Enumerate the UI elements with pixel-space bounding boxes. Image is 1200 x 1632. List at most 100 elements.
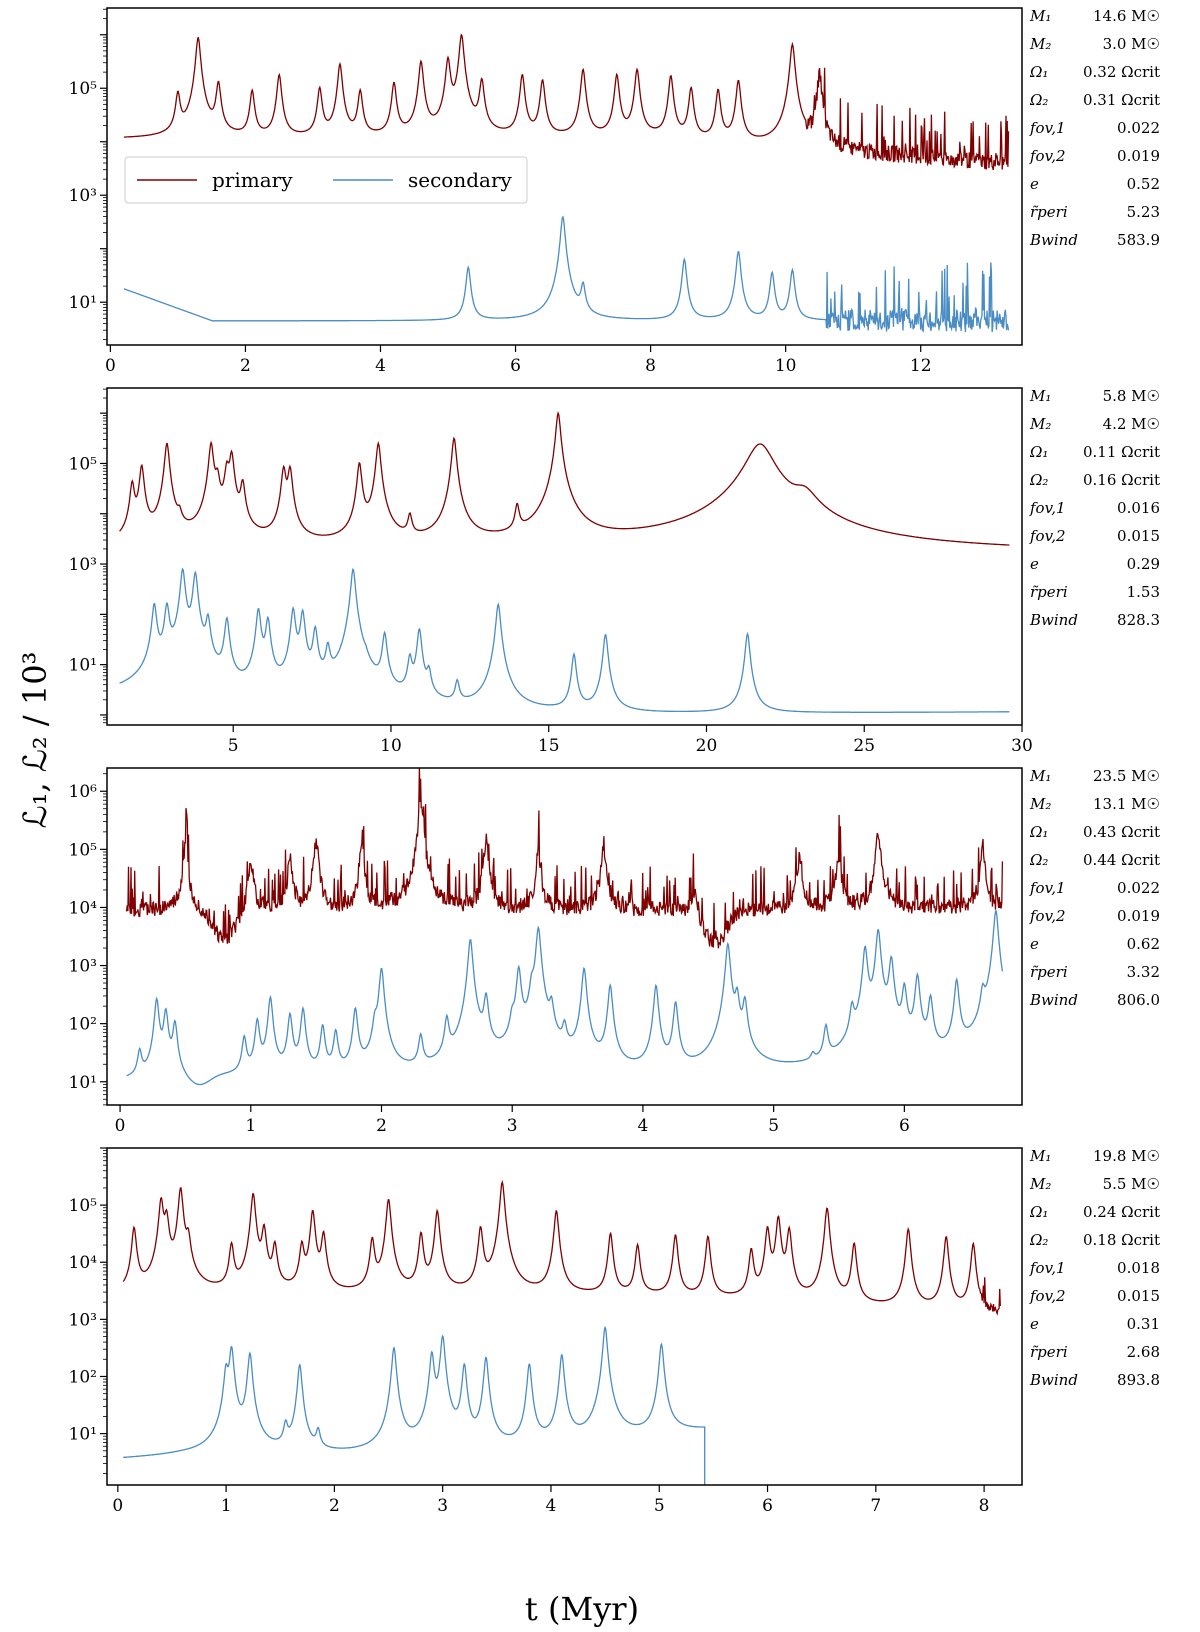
param-value: 583.9 [1117, 231, 1160, 249]
x-tick-label: 1 [245, 1116, 256, 1136]
x-tick-label: 4 [638, 1116, 649, 1136]
x-tick-label: 5 [654, 1496, 665, 1516]
param-value: 19.8 M☉ [1093, 1147, 1160, 1165]
y-tick-label: 10² [69, 1367, 97, 1387]
y-tick-label: 10³ [69, 1310, 97, 1330]
y-tick-label: 10⁵ [69, 79, 98, 99]
plot-frame [106, 7, 1023, 346]
param-name: fov,1 [1029, 499, 1066, 517]
param-value: 5.23 [1127, 203, 1160, 221]
param-value: 4.2 M☉ [1103, 415, 1160, 433]
y-tick-label: 10⁵ [69, 1196, 98, 1216]
y-axis-title: ℒ₁, ℒ₂ / 10³ [16, 652, 54, 829]
y-tick-label: 10¹ [69, 1425, 97, 1445]
param-name: fov,2 [1029, 147, 1066, 165]
param-name: M₁ [1029, 767, 1051, 785]
param-value: 0.16 Ωcrit [1083, 471, 1160, 489]
param-name: Ω₂ [1029, 851, 1048, 869]
param-name: Ω₁ [1029, 1203, 1048, 1221]
y-tick-label: 10⁴ [69, 1253, 98, 1273]
param-name: fov,2 [1029, 1287, 1066, 1305]
param-name: M₂ [1029, 1175, 1051, 1193]
param-name: M₁ [1029, 7, 1051, 25]
panel-1: 0 2 4 6 8 10 12 10¹ 10³ 10⁵ M₁ 14.6 M☉ M₂ 3.0 M☉ Ω₁ 0.3… [69, 7, 1160, 376]
param-name: Ω₂ [1029, 91, 1048, 109]
legend-secondary-label: secondary [408, 168, 513, 192]
param-value: 0.62 [1127, 935, 1160, 953]
param-value: 0.022 [1117, 119, 1160, 137]
legend-box [124, 156, 528, 204]
param-value: 5.5 M☉ [1103, 1175, 1160, 1193]
x-tick-label: 12 [910, 356, 932, 376]
param-name: e [1030, 175, 1039, 193]
param-value: 5.8 M☉ [1103, 387, 1160, 405]
param-value: 0.019 [1117, 147, 1160, 165]
x-tick-label: 7 [870, 1496, 881, 1516]
x-tick-label: 15 [538, 736, 560, 756]
y-tick-label: 10⁵ [69, 840, 98, 860]
param-name: M₁ [1029, 1147, 1051, 1165]
x-tick-label: 3 [437, 1496, 448, 1516]
y-tick-label: 10¹ [69, 656, 97, 676]
param-value: 0.015 [1117, 527, 1160, 545]
panel-4: 0 1 2 3 4 5 6 7 8 10¹ 10² 10³ 10⁴ 10⁵ M₁ 19.8 M☉ M₂ 5.5 M… [69, 1147, 1160, 1516]
param-name: e [1030, 1315, 1039, 1333]
x-tick-label: 2 [240, 356, 251, 376]
param-value: 0.32 Ωcrit [1083, 63, 1160, 81]
series-secondary-line [123, 1326, 706, 1485]
x-tick-label: 5 [228, 736, 239, 756]
plot-frame [106, 767, 1023, 1106]
param-name: fov,1 [1029, 879, 1066, 897]
x-tick-label: 10 [775, 356, 797, 376]
param-name: Bwind [1029, 611, 1078, 629]
x-tick-label: 3 [507, 1116, 518, 1136]
x-tick-label: 4 [375, 356, 386, 376]
param-name: Bwind [1029, 991, 1078, 1009]
x-tick-label: 4 [546, 1496, 557, 1516]
series-primary-line [125, 768, 1004, 949]
param-name: Ω₁ [1029, 63, 1048, 81]
param-value: 1.53 [1127, 583, 1160, 601]
plot-frame [106, 387, 1023, 726]
plot-frame [106, 1147, 1023, 1486]
legend: primary secondary [124, 156, 528, 204]
param-name: Ω₁ [1029, 823, 1048, 841]
series-secondary-line [126, 909, 1004, 1086]
series-secondary-line [119, 567, 1010, 713]
x-tick-label: 25 [853, 736, 875, 756]
param-value: 0.31 Ωcrit [1083, 91, 1160, 109]
y-tick-label: 10¹ [69, 293, 97, 313]
x-tick-label: 6 [899, 1116, 910, 1136]
x-tick-label: 5 [768, 1116, 779, 1136]
legend-primary-label: primary [212, 168, 293, 192]
param-name: Bwind [1029, 231, 1078, 249]
x-tick-label: 1 [221, 1496, 232, 1516]
y-tick-label: 10⁶ [69, 782, 98, 802]
x-axis-title: t (Myr) [525, 1590, 639, 1628]
param-value: 0.11 Ωcrit [1083, 443, 1160, 461]
param-name: M₁ [1029, 387, 1051, 405]
param-value: 3.32 [1127, 963, 1160, 981]
y-tick-label: 10¹ [69, 1073, 97, 1093]
x-tick-label: 0 [112, 1496, 123, 1516]
y-tick-label: 10⁴ [69, 898, 98, 918]
param-name: M₂ [1029, 35, 1051, 53]
param-name: fov,2 [1029, 907, 1066, 925]
param-value: 806.0 [1117, 991, 1160, 1009]
param-value: 0.44 Ωcrit [1083, 851, 1160, 869]
series-secondary-line [123, 215, 1010, 333]
panel-2: 5 10 15 20 25 30 10¹ 10³ 10⁵ M₁ 5.8 M☉ M₂ 4.2 M☉ Ω₁ 0.… [69, 387, 1160, 756]
param-value: 0.31 [1127, 1315, 1160, 1333]
series-primary-line [123, 33, 1010, 171]
param-value: 828.3 [1117, 611, 1160, 629]
param-value: 0.29 [1127, 555, 1160, 573]
param-name: Ω₂ [1029, 471, 1048, 489]
param-name: r̃peri [1030, 203, 1068, 221]
param-value: 893.8 [1117, 1371, 1160, 1389]
param-value: 0.016 [1117, 499, 1160, 517]
series-primary-line [119, 410, 1010, 546]
x-tick-label: 0 [105, 356, 116, 376]
param-name: r̃peri [1030, 1343, 1068, 1361]
